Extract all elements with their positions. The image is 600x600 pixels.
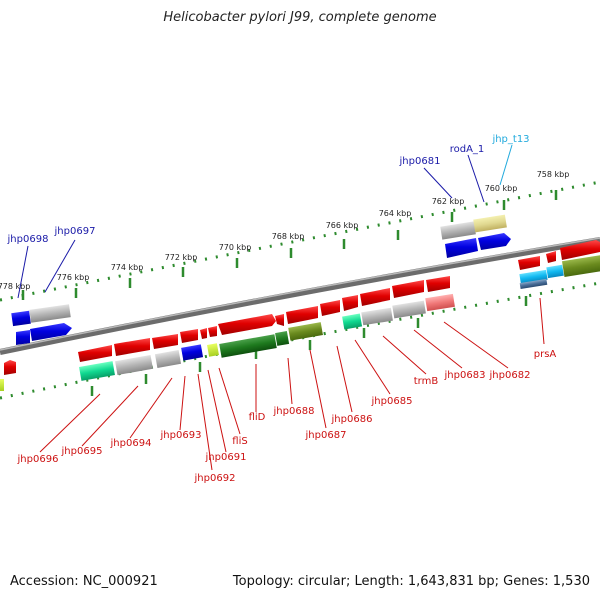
gene-label: jhp0697: [54, 226, 96, 237]
scale-label: 764 kbp: [379, 209, 412, 218]
gene-reverse[interactable]: [546, 251, 556, 263]
gene-jhp0692[interactable]: [207, 343, 219, 357]
gene-forward[interactable]: [16, 330, 30, 345]
gene-forward[interactable]: [445, 238, 478, 258]
scale-label: 776 kbp: [57, 273, 90, 282]
reverse-leader-lines: [39, 297, 545, 471]
scale-label: 760 kbp: [485, 184, 518, 193]
scale-label: 766 kbp: [326, 221, 359, 230]
gene-trmB[interactable]: [392, 300, 426, 319]
gene-label: rodA_1: [450, 144, 485, 155]
gene-label: jhp0691: [205, 452, 247, 463]
scale-label: 762 kbp: [432, 197, 465, 206]
gene-unnamed[interactable]: [29, 304, 71, 323]
forward-features: [11, 214, 511, 345]
gene-prsA[interactable]: [560, 240, 600, 260]
forward-leader-lines: [17, 154, 485, 299]
gene-jhp0687[interactable]: [320, 300, 340, 316]
gene-fliD[interactable]: [218, 314, 276, 335]
gene-jhp0693[interactable]: [181, 344, 204, 361]
outer-scale-track: [0, 180, 600, 302]
scale-label: 770 kbp: [219, 243, 252, 252]
gene-label: fliS: [232, 436, 247, 447]
gene-jhp0688[interactable]: [275, 331, 290, 346]
gene-forward[interactable]: [478, 233, 511, 250]
gene-jhp0686[interactable]: [342, 295, 358, 311]
gene-reverse[interactable]: [4, 360, 16, 375]
trna-leader-line: [499, 144, 513, 186]
gene-label: jhp_t13: [491, 134, 529, 145]
gene-jhp0688[interactable]: [288, 322, 323, 341]
gene-jhp0685[interactable]: [361, 307, 393, 326]
gene-jhp0695[interactable]: [115, 354, 153, 376]
scale-label: 778 kbp: [0, 282, 30, 291]
gene-label: jhp0686: [331, 414, 373, 425]
gene-label: jhp0685: [371, 396, 413, 407]
gene-reverse[interactable]: [200, 328, 207, 339]
gene-label: jhp0694: [110, 438, 152, 449]
gene-jhp0683[interactable]: [426, 276, 450, 292]
map-title: Helicobacter pylori J99, complete genome: [163, 10, 437, 25]
gene-fliS[interactable]: [208, 326, 217, 337]
gene-jhp0697[interactable]: [30, 323, 72, 341]
genome-backbone-highlight: [0, 237, 600, 351]
gene-label: jhp0696: [17, 454, 59, 465]
gene-label: trmB: [414, 376, 439, 387]
outer-major-ticks: [21, 190, 558, 300]
gene-jhp0683[interactable]: [425, 293, 455, 312]
gene-label: jhp0693: [160, 430, 202, 441]
gene-label: fliD: [249, 412, 266, 423]
gene-label: jhp0698: [7, 234, 49, 245]
gene-label: jhp0692: [194, 473, 236, 484]
gene-jhp0694[interactable]: [154, 350, 182, 368]
gene-jhp0695[interactable]: [114, 338, 150, 356]
gene-jhp0693[interactable]: [180, 329, 198, 343]
gene-reverse[interactable]: [518, 256, 540, 270]
gene-reverse[interactable]: [275, 314, 284, 326]
gene-jhp0688[interactable]: [286, 306, 318, 324]
gene-rodA_1[interactable]: [473, 214, 507, 233]
gene-jhp0681[interactable]: [440, 221, 476, 240]
scale-label: 774 kbp: [111, 263, 144, 272]
genome-backbone: [0, 237, 600, 355]
gene-reverse[interactable]: [546, 264, 564, 279]
gene-reverse[interactable]: [0, 379, 4, 391]
topology-text: Topology: circular; Length: 1,643,831 bp…: [232, 574, 590, 589]
reverse-features: [0, 240, 600, 391]
gene-label: jhp0683: [444, 370, 486, 381]
gene-label: jhp0688: [273, 406, 315, 417]
accession-text: Accession: NC_000921: [10, 574, 158, 589]
gene-label: prsA: [534, 349, 557, 360]
gene-jhp0685[interactable]: [360, 288, 390, 306]
gene-label: jhp0682: [489, 370, 531, 381]
scale-label: 758 kbp: [537, 170, 570, 179]
gene-label: jhp0681: [399, 156, 441, 167]
gene-jhp0686[interactable]: [342, 313, 363, 330]
scale-label: 768 kbp: [272, 232, 305, 241]
gene-reverse[interactable]: [519, 278, 548, 289]
gene-jhp0696[interactable]: [78, 345, 112, 362]
gene-label: jhp0695: [61, 446, 103, 457]
gene-label: jhp0687: [305, 430, 347, 441]
inner-major-ticks: [90, 296, 528, 396]
gene-jhp0696[interactable]: [79, 361, 115, 381]
gene-jhp0694[interactable]: [152, 334, 178, 349]
gene-prsA[interactable]: [561, 254, 600, 278]
gene-trmB[interactable]: [392, 280, 424, 298]
scale-label: 772 kbp: [165, 253, 198, 262]
gene-fliD[interactable]: [219, 334, 277, 358]
gene-jhp0698[interactable]: [11, 310, 31, 327]
